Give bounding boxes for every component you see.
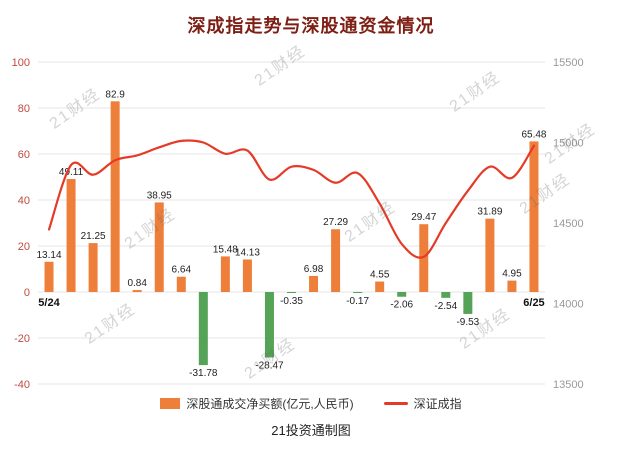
bar-value-label: 13.14	[37, 250, 62, 261]
bar	[176, 276, 186, 292]
bar-value-label: 31.89	[477, 207, 502, 218]
left-axis-tick: 20	[18, 241, 30, 253]
bar	[44, 261, 54, 292]
bar	[198, 292, 208, 366]
legend-item-line[interactable]: 深证成指	[383, 395, 462, 412]
legend-item-bars[interactable]: 深股通成交净买额(亿元,人民币)	[160, 395, 354, 412]
bar	[66, 179, 76, 292]
bar	[242, 259, 252, 292]
right-axis-labels: 15500 15000 14500 14000 13500	[553, 57, 584, 391]
left-axis-labels: 100 80 60 40 20 0 -20 -40	[12, 57, 30, 391]
bar	[419, 224, 429, 292]
right-axis-tick: 15000	[553, 138, 584, 150]
bar-value-label: -0.35	[280, 296, 303, 307]
bar	[88, 243, 98, 292]
bar-value-label: 21.25	[81, 231, 106, 242]
right-axis-tick: 13500	[553, 379, 584, 391]
bar-value-label: 6.64	[172, 265, 192, 276]
bar	[331, 229, 341, 292]
bar	[463, 292, 473, 314]
bar	[154, 202, 164, 292]
bar-value-label: -2.54	[434, 301, 457, 312]
line-series-swatch-icon	[383, 401, 408, 405]
bar-value-label: 49.11	[59, 167, 84, 178]
bar-value-label: 82.9	[105, 89, 125, 100]
bar-value-label: 15.48	[213, 244, 238, 255]
legend-line-label: 深证成指	[413, 396, 462, 411]
bars	[44, 101, 539, 366]
bar	[220, 256, 230, 292]
bar-value-label: 14.13	[235, 248, 260, 259]
bar-value-label: 38.95	[147, 190, 172, 201]
left-axis-tick: 80	[18, 103, 30, 115]
bar	[309, 275, 319, 292]
x-axis-labels: 5/24 6/25	[38, 297, 544, 309]
bar	[441, 292, 451, 298]
bar-value-label: 0.84	[127, 278, 147, 289]
right-axis-tick: 15500	[553, 57, 584, 69]
bar	[132, 290, 142, 292]
bar-value-label: 4.55	[370, 270, 390, 281]
bar-value-label: -9.53	[456, 317, 479, 328]
legend: 深股通成交净买额(亿元,人民币) 深证成指	[0, 394, 622, 412]
bar-labels: 13.14 49.11 21.25 82.9 0.84 38.95 6.64 -31.78 15…	[37, 89, 547, 379]
bar	[529, 141, 539, 292]
bar	[353, 292, 363, 293]
left-axis-tick: 0	[24, 287, 30, 299]
bar-value-label: -28.47	[255, 360, 284, 371]
left-axis-tick: -40	[14, 379, 30, 391]
right-axis-tick: 14000	[553, 299, 584, 311]
left-axis-tick: 100	[12, 57, 30, 69]
left-axis-tick: -20	[14, 333, 30, 345]
bar-value-label: 29.47	[411, 212, 436, 223]
right-axis-tick: 14500	[553, 218, 584, 230]
left-axis-tick: 40	[18, 195, 30, 207]
chart-title: 深成指走势与深股通资金情况	[187, 16, 435, 36]
index-line	[47, 139, 536, 259]
bar	[287, 292, 296, 293]
x-axis-first-label: 5/24	[38, 297, 60, 309]
bar	[485, 218, 495, 292]
combo-chart-svg: 100 80 60 40 20 0 -20 -40 15500 15000 14500 14000 13…	[12, 57, 584, 391]
bar-value-label: 27.29	[323, 217, 348, 228]
chart-area: 100 80 60 40 20 0 -20 -40 15500 15000 14500 14000 13…	[0, 40, 622, 392]
bar	[507, 280, 517, 292]
caption: 21投资通制图	[271, 423, 351, 438]
bar-value-label: 65.48	[521, 129, 546, 140]
bar	[397, 292, 407, 297]
bar	[375, 281, 385, 292]
bar-value-label: -31.78	[189, 368, 218, 379]
legend-bar-label: 深股通成交净买额(亿元,人民币)	[186, 396, 354, 411]
bar-series-swatch-icon	[160, 397, 181, 409]
bar-value-label: -2.06	[390, 300, 413, 311]
left-axis-tick: 60	[18, 149, 30, 161]
bar	[264, 292, 274, 358]
bar-value-label: 6.98	[304, 264, 324, 275]
chart-page: 深成指走势与深股通资金情况 100 80 60 40 20 0 -20 -40 15500 150…	[0, 12, 622, 464]
x-axis-last-label: 6/25	[523, 297, 544, 309]
bar-value-label: 4.95	[502, 269, 522, 280]
bar-value-label: -0.17	[346, 296, 369, 307]
bar	[110, 101, 120, 292]
